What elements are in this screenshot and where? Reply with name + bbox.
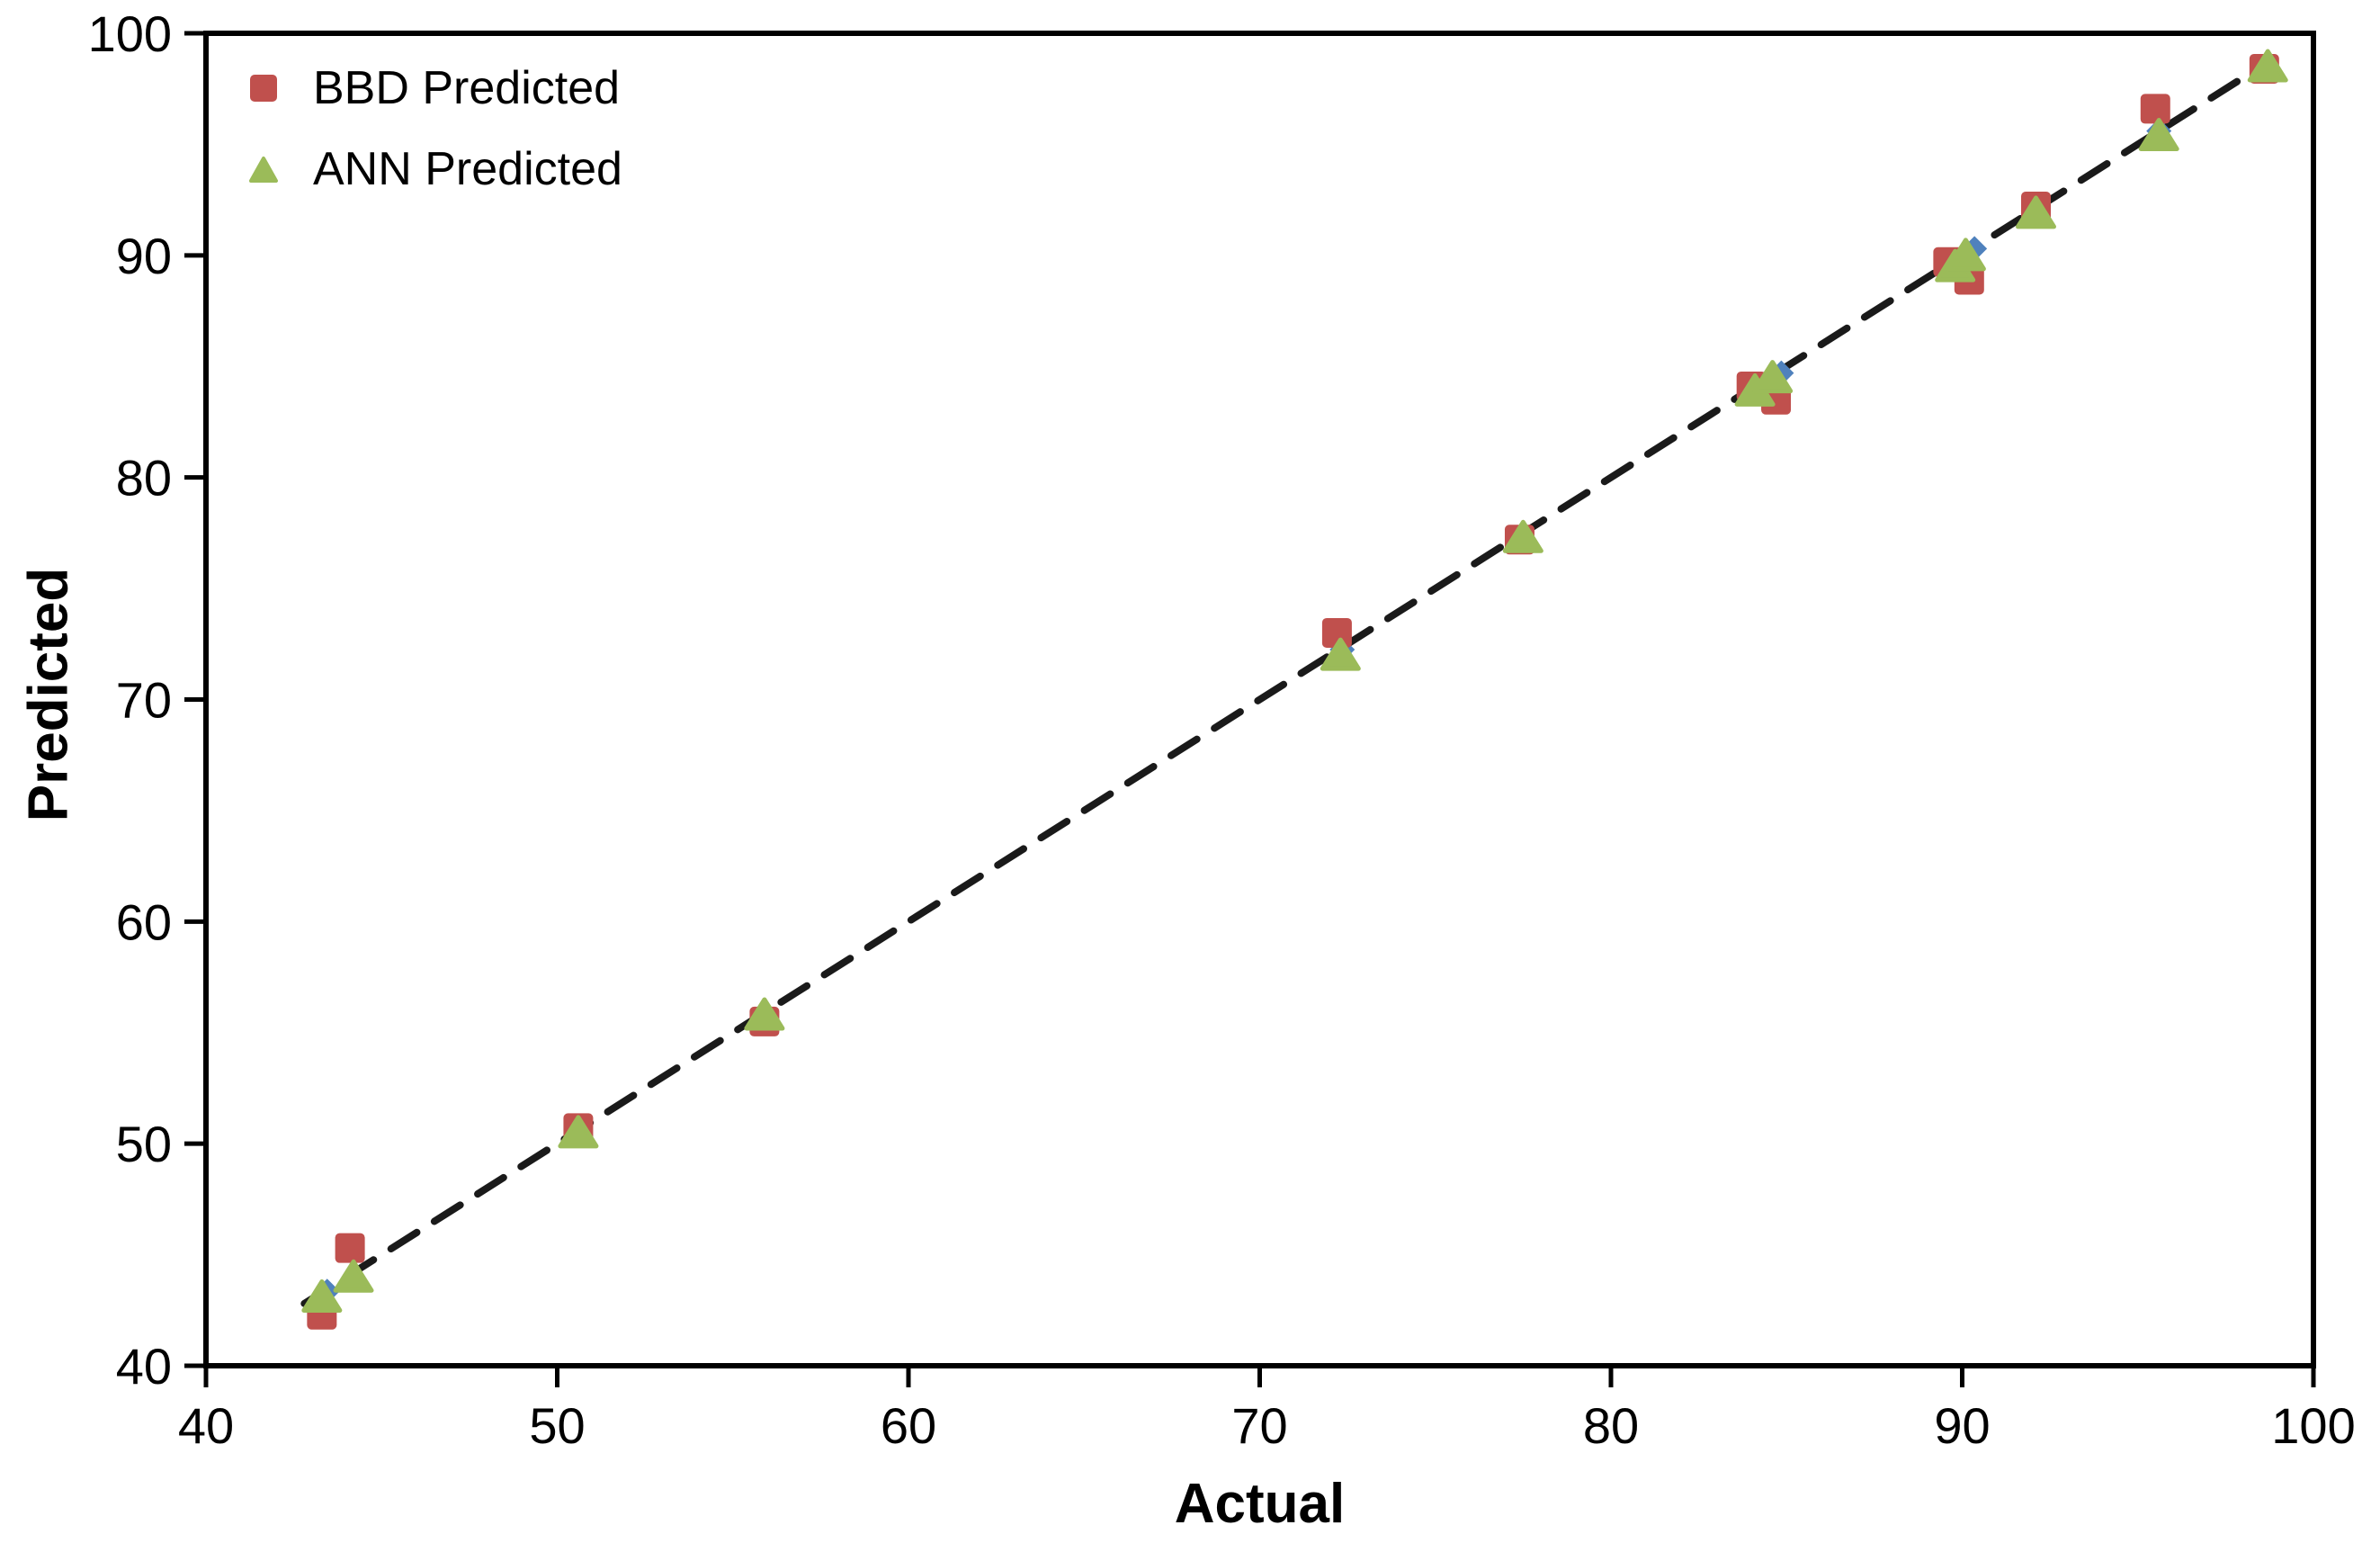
x-axis-ticks: 40 50 60 70 80 90 100	[178, 1366, 2356, 1454]
y-tick-label: 100	[88, 5, 172, 62]
y-tick-label: 50	[116, 1116, 172, 1172]
legend-square-icon	[250, 75, 277, 102]
x-tick-label: 100	[2271, 1397, 2355, 1454]
y-tick-label: 70	[116, 672, 172, 729]
x-tick-label: 50	[529, 1397, 585, 1454]
legend-item-bbd: BBD Predicted	[248, 59, 622, 117]
y-axis-title: Predicted	[17, 567, 80, 822]
y-tick-label: 60	[116, 893, 172, 950]
x-tick-label: 70	[1231, 1397, 1287, 1454]
bbd-square-marker	[1321, 617, 1352, 648]
y-axis-ticks: 40 50 60 70 80 90 100	[88, 5, 206, 1395]
x-tick-label: 90	[1934, 1397, 1990, 1454]
ann-triangle-marker	[558, 1115, 599, 1149]
identity-trendline	[300, 58, 2272, 1307]
ann-triangle-marker	[301, 1278, 343, 1313]
series-ann-markers	[301, 49, 2288, 1313]
x-tick-label: 80	[1583, 1397, 1639, 1454]
ann-triangle-marker	[744, 997, 785, 1031]
bbd-square-marker	[335, 1233, 365, 1263]
legend-label-bbd: BBD Predicted	[313, 62, 621, 114]
ann-triangle-marker	[2016, 195, 2056, 229]
ann-triangle-marker	[1502, 519, 1543, 553]
ann-triangle-marker	[1320, 637, 1361, 671]
x-axis-title: Actual	[1174, 1473, 1346, 1535]
ann-triangle-marker	[333, 1259, 374, 1293]
ann-triangle-marker	[1752, 360, 1794, 394]
legend-label-ann: ANN Predicted	[313, 143, 622, 195]
x-tick-label: 60	[881, 1397, 936, 1454]
ann-triangle-marker	[2247, 49, 2288, 83]
ann-triangle-marker	[1945, 238, 1986, 272]
y-tick-label: 80	[116, 450, 172, 507]
chart-legend: BBD Predicted ANN Predicted	[248, 59, 622, 221]
trendline-dashed	[300, 58, 2272, 1307]
legend-item-ann: ANN Predicted	[248, 140, 622, 198]
bbd-square-marker	[2140, 94, 2170, 124]
y-tick-label: 40	[116, 1338, 172, 1395]
y-tick-label: 90	[116, 228, 172, 284]
ann-triangle-marker	[2138, 118, 2179, 152]
legend-triangle-icon	[249, 157, 278, 183]
x-tick-label: 40	[178, 1397, 234, 1454]
